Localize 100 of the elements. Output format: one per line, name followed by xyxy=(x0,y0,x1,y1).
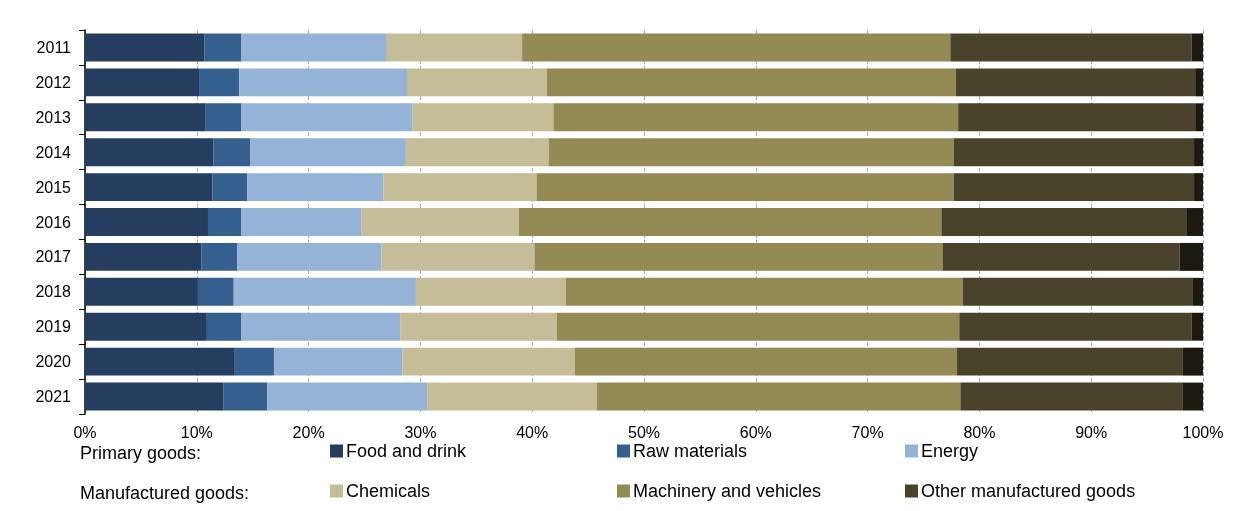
x-tick-label: 50% xyxy=(627,423,661,441)
bar xyxy=(1191,312,1203,341)
x-tick-label: 30% xyxy=(404,423,437,441)
bar xyxy=(241,312,401,341)
bar xyxy=(197,277,234,306)
bar xyxy=(206,312,242,341)
bar xyxy=(415,277,566,306)
bar xyxy=(574,347,958,376)
bar xyxy=(233,277,416,306)
y-tick-label: 2011 xyxy=(36,38,72,56)
x-tick-label: 70% xyxy=(851,423,884,441)
bar xyxy=(522,33,951,62)
bar xyxy=(386,33,523,62)
bar xyxy=(85,33,205,62)
bar xyxy=(556,312,960,341)
bar xyxy=(1194,173,1203,202)
y-tick-label: 2020 xyxy=(35,353,72,371)
bar xyxy=(223,382,268,411)
y-tick-label: 2014 xyxy=(35,143,72,161)
bar xyxy=(85,68,200,97)
bar xyxy=(267,382,428,411)
legend-label: Energy xyxy=(921,441,979,461)
x-tick-label: 40% xyxy=(516,423,549,441)
bar xyxy=(212,173,248,202)
bar xyxy=(85,208,208,236)
bar xyxy=(85,347,235,376)
bar xyxy=(241,33,387,62)
bar xyxy=(941,208,1187,236)
bar xyxy=(241,103,413,132)
bar xyxy=(412,103,554,132)
bar xyxy=(546,68,956,97)
bar xyxy=(213,138,251,167)
bar xyxy=(1194,138,1203,167)
bar xyxy=(85,382,224,411)
bar xyxy=(402,347,575,376)
bar xyxy=(1191,33,1203,62)
bar xyxy=(247,173,384,202)
bar xyxy=(400,312,557,341)
bar xyxy=(597,382,961,411)
x-tick-label: 60% xyxy=(739,423,772,441)
bar xyxy=(234,347,274,376)
bar xyxy=(239,68,407,97)
bar xyxy=(381,242,535,271)
bar xyxy=(383,173,537,202)
bar xyxy=(960,382,1183,411)
y-tick-label: 2021 xyxy=(35,388,72,406)
y-tick-label: 2012 xyxy=(35,73,72,91)
legend-label: Other manufactured goods xyxy=(921,481,1136,501)
legend-label: Food and drink xyxy=(346,441,468,461)
legend-label: Raw materials xyxy=(633,441,748,461)
bar xyxy=(953,173,1195,202)
bar xyxy=(85,103,206,132)
y-tick-label: 2019 xyxy=(35,318,72,336)
y-tick-label: 2016 xyxy=(35,213,72,231)
bar xyxy=(204,33,242,62)
legend-label: Chemicals xyxy=(346,481,431,501)
bar xyxy=(1195,68,1203,97)
y-tick-label: 2018 xyxy=(35,283,72,301)
y-tick-label: 2013 xyxy=(35,108,72,126)
bar xyxy=(1182,382,1203,411)
bar xyxy=(1195,103,1203,132)
legend-label: Machinery and vehicles xyxy=(633,481,822,501)
bar xyxy=(85,242,202,271)
bar xyxy=(201,242,238,271)
bar xyxy=(241,208,362,236)
bar xyxy=(962,277,1193,306)
bar xyxy=(536,173,954,202)
x-tick-label: 100% xyxy=(1182,423,1224,441)
y-tick-label: 2017 xyxy=(35,248,72,266)
bar xyxy=(957,347,1183,376)
bar xyxy=(958,103,1196,132)
bar xyxy=(950,33,1192,62)
bar xyxy=(1182,347,1203,376)
bar xyxy=(1186,208,1203,236)
bar xyxy=(1179,242,1203,271)
bar xyxy=(361,208,519,236)
x-tick-label: 90% xyxy=(1075,423,1108,441)
bar xyxy=(237,242,382,271)
x-tick-label: 20% xyxy=(292,423,325,441)
bar xyxy=(273,347,403,376)
bar xyxy=(518,208,942,236)
bar xyxy=(207,208,242,236)
bar xyxy=(85,277,198,306)
bar xyxy=(955,68,1196,97)
bar xyxy=(85,173,213,202)
bar xyxy=(953,138,1195,167)
bar xyxy=(250,138,406,167)
bar xyxy=(85,312,207,341)
bar xyxy=(205,103,242,132)
text: Primary goods: xyxy=(80,443,202,463)
bar xyxy=(565,277,963,306)
bar xyxy=(1192,277,1203,306)
bar xyxy=(942,242,1180,271)
bar xyxy=(427,382,598,411)
y-tick-label: 2015 xyxy=(35,178,72,196)
bar xyxy=(406,68,547,97)
x-tick-label: 10% xyxy=(180,423,213,441)
x-tick-label: 80% xyxy=(963,423,996,441)
bar xyxy=(85,138,214,167)
text: Manufactured goods: xyxy=(80,483,250,503)
